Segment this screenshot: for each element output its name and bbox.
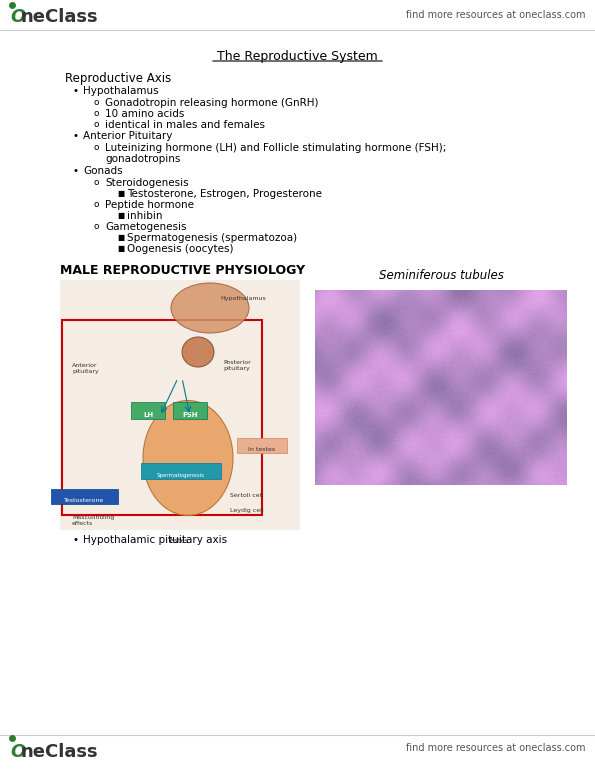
Text: O: O (10, 8, 25, 26)
Text: Luteinizing hormone (LH) and Follicle stimulating hormone (FSH);: Luteinizing hormone (LH) and Follicle st… (105, 143, 446, 153)
FancyBboxPatch shape (60, 280, 300, 530)
Text: Testes: Testes (167, 538, 189, 544)
Text: ■: ■ (117, 211, 124, 220)
Text: Anterior Pituitary: Anterior Pituitary (83, 131, 173, 141)
Text: Spermatogenesis (spermatozoa): Spermatogenesis (spermatozoa) (127, 233, 297, 243)
Text: •: • (73, 166, 79, 176)
FancyBboxPatch shape (51, 489, 118, 504)
Ellipse shape (171, 283, 249, 333)
Ellipse shape (143, 400, 233, 515)
Text: identical in males and females: identical in males and females (105, 120, 265, 130)
Text: o: o (93, 120, 99, 129)
Text: Seminiferous tubules: Seminiferous tubules (378, 269, 503, 282)
Text: •: • (73, 131, 79, 141)
Text: find more resources at oneclass.com: find more resources at oneclass.com (406, 743, 585, 753)
Text: FSH: FSH (182, 412, 198, 418)
Text: Testosterone, Estrogen, Progesterone: Testosterone, Estrogen, Progesterone (127, 189, 322, 199)
Text: o: o (93, 98, 99, 107)
Text: find more resources at oneclass.com: find more resources at oneclass.com (406, 10, 585, 20)
Text: Posterior
pituitary: Posterior pituitary (223, 360, 250, 371)
Text: gonadotropins: gonadotropins (105, 154, 180, 164)
Text: 10 amino acids: 10 amino acids (105, 109, 184, 119)
Text: ■: ■ (117, 244, 124, 253)
Text: MALE REPRODUCTIVE PHYSIOLOGY: MALE REPRODUCTIVE PHYSIOLOGY (60, 264, 305, 277)
Text: Hypothalamus: Hypothalamus (220, 296, 266, 301)
Text: neClass: neClass (21, 743, 99, 761)
Text: o: o (93, 109, 99, 118)
Text: Spermatogenesis: Spermatogenesis (157, 473, 205, 478)
Text: •: • (73, 86, 79, 96)
Text: Gametogenesis: Gametogenesis (105, 222, 186, 232)
Text: Masculinizing
effects: Masculinizing effects (72, 515, 114, 526)
Text: •: • (73, 535, 79, 545)
Text: LH: LH (143, 412, 153, 418)
Text: Hypothalamic pituitary axis: Hypothalamic pituitary axis (83, 535, 227, 545)
FancyBboxPatch shape (173, 402, 207, 419)
Text: ■: ■ (117, 189, 124, 198)
FancyBboxPatch shape (237, 438, 287, 453)
Text: Peptide hormone: Peptide hormone (105, 200, 194, 210)
Text: Anterior
pituitary: Anterior pituitary (72, 363, 99, 373)
Text: ■: ■ (117, 233, 124, 242)
Text: Leydig cell: Leydig cell (230, 508, 264, 513)
Text: Reproductive Axis: Reproductive Axis (65, 72, 171, 85)
FancyBboxPatch shape (141, 463, 221, 479)
Text: Oogenesis (oocytes): Oogenesis (oocytes) (127, 244, 233, 254)
Text: Hypothalamus: Hypothalamus (83, 86, 159, 96)
Text: o: o (93, 178, 99, 187)
Text: Steroidogenesis: Steroidogenesis (105, 178, 189, 188)
Text: O: O (10, 743, 25, 761)
Text: Gonads: Gonads (83, 166, 123, 176)
Text: Sertoli cell: Sertoli cell (230, 493, 263, 498)
Text: In testes: In testes (249, 447, 275, 452)
Text: o: o (93, 222, 99, 231)
FancyBboxPatch shape (131, 402, 165, 419)
Text: inhibin: inhibin (127, 211, 162, 221)
Text: o: o (93, 143, 99, 152)
Text: o: o (93, 200, 99, 209)
Text: neClass: neClass (21, 8, 99, 26)
Text: Gonadotropin releasing hormone (GnRH): Gonadotropin releasing hormone (GnRH) (105, 98, 318, 108)
Text: The Reproductive System: The Reproductive System (217, 50, 377, 63)
Ellipse shape (182, 337, 214, 367)
Text: Testosterone: Testosterone (64, 498, 104, 503)
